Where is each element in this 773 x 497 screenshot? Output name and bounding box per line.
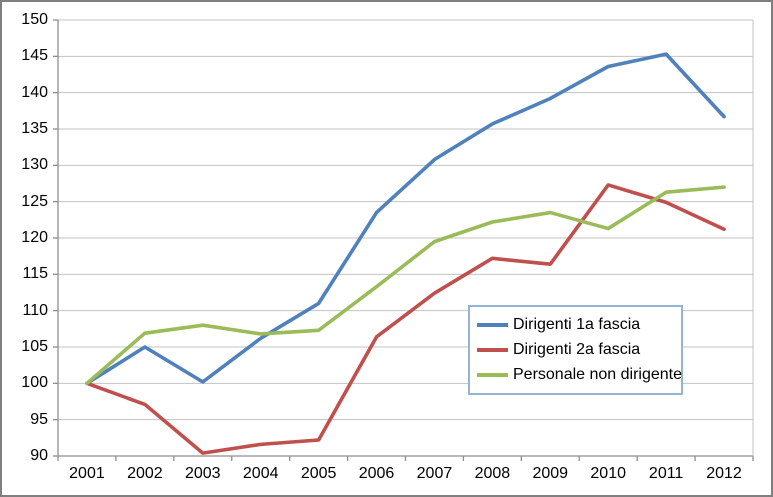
y-tick-label: 100 xyxy=(21,374,48,392)
legend-label: Dirigenti 1a fascia xyxy=(513,316,641,334)
x-tick-label: 2008 xyxy=(474,465,511,482)
x-tick-label: 2011 xyxy=(648,465,684,482)
legend-item-personale: Personale non dirigente xyxy=(477,366,682,384)
y-tick-label: 95 xyxy=(30,410,48,428)
y-tick-label: 145 xyxy=(21,47,48,65)
x-tick-label: 2009 xyxy=(532,465,569,482)
legend-line-swatch-blue xyxy=(477,323,508,328)
chart-legend: Dirigenti 1a fascia Dirigenti 2a fascia … xyxy=(468,305,683,395)
x-tick-label: 2001 xyxy=(69,465,105,482)
x-tick-label: 2003 xyxy=(184,465,221,482)
legend-label: Personale non dirigente xyxy=(513,365,683,383)
y-tick-label: 150 xyxy=(21,11,48,28)
x-tick-label: 2010 xyxy=(590,465,626,482)
x-tick-label: 2005 xyxy=(300,465,337,482)
x-tick-label: 2007 xyxy=(416,465,453,482)
legend-item-dirigenti-1a: Dirigenti 1a fascia xyxy=(477,316,677,334)
y-tick-label: 130 xyxy=(21,156,48,174)
series-line-dirigenti-1a-fascia xyxy=(85,52,726,386)
x-tick-label: 2006 xyxy=(358,465,395,482)
legend-line-swatch-green xyxy=(477,372,508,377)
y-tick-label: 125 xyxy=(21,192,48,210)
series-line-dirigenti-2a-fascia xyxy=(85,183,726,455)
x-tick-label: 2004 xyxy=(242,465,279,482)
series-line-personale-non-dirigente xyxy=(85,185,726,386)
y-tick-label: 105 xyxy=(21,338,48,355)
legend-line-swatch-red xyxy=(477,347,508,352)
y-tick-label: 135 xyxy=(21,120,48,137)
legend-label: Dirigenti 2a fascia xyxy=(513,340,641,358)
x-tick-label: 2012 xyxy=(706,465,742,482)
x-tick-label: 2002 xyxy=(127,465,163,482)
y-tick-label: 115 xyxy=(22,265,48,283)
y-tick-label: 140 xyxy=(21,83,48,101)
y-tick-label: 120 xyxy=(21,229,48,246)
y-tick-label: 110 xyxy=(22,301,48,319)
y-tick-label: 90 xyxy=(30,447,48,464)
legend-item-dirigenti-2a: Dirigenti 2a fascia xyxy=(477,341,677,359)
